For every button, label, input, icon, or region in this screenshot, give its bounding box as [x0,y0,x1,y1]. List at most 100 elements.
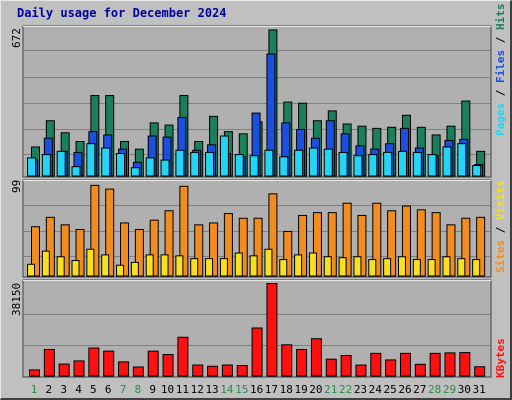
day-label: 7 [120,383,127,396]
bar-pages [472,165,482,177]
bar-visits [383,258,392,277]
bar-visits [86,248,95,277]
day-label: 15 [235,383,248,396]
legend-label-top: Pages / Files / Hits [494,4,507,137]
day-label: 8 [135,383,142,396]
day-label: 27 [413,383,426,396]
bar-sites [60,224,70,277]
bar-sites [401,205,411,277]
bar-pages [338,151,348,177]
day-label: 14 [220,383,234,396]
day-label: 19 [294,383,307,396]
bar-sites [90,184,100,277]
day-label: 18 [280,383,293,396]
bar-kbytes [177,336,189,377]
bar-visits [279,259,288,277]
bar-kbytes [251,327,263,377]
bar-sites [179,185,189,277]
bar-visits [264,248,273,277]
legend-part: Hits [494,3,507,31]
bar-sites [431,212,441,277]
bar-pages [264,149,274,177]
bar-visits [368,259,377,277]
legend-label-middle: Sites / Visits [494,180,507,273]
bar-visits [294,254,303,277]
bar-pages [442,146,452,177]
bar-visits [457,258,466,277]
bar-kbytes [281,344,293,377]
bar-visits [353,256,362,277]
bar-kbytes [399,352,411,377]
bar-visits [101,254,110,277]
bar-pages [412,151,422,177]
day-label: 20 [309,383,322,396]
y-axis-max-label: 38150 [10,282,23,316]
bar-kbytes [414,363,426,377]
legend-part: Sites [494,239,507,273]
bar-pages [27,157,36,177]
bar-visits [219,258,228,277]
bar-pages [219,135,229,177]
bar-visits [175,255,184,277]
bar-visits [249,255,258,277]
bar-visits [27,263,35,277]
bar-sites [476,216,486,277]
bar-sites [105,188,115,277]
bar-pages [41,154,51,177]
day-label: 12 [191,383,204,396]
page-title: Daily usage for December 2024 [17,6,227,20]
bar-sites [461,217,471,277]
bar-visits [308,252,317,277]
bar-sites [372,202,382,277]
bar-pages [145,157,155,177]
bar-sites [283,230,293,277]
day-label: 23 [354,383,367,396]
day-label: 9 [149,383,156,396]
bar-sites [120,222,130,277]
bar-visits [234,252,243,277]
bar-kbytes [29,369,40,377]
bar-visits [160,254,169,277]
day-label: 11 [176,383,189,396]
bar-visits [412,259,421,277]
bar-sites [194,224,204,277]
bar-kbytes [385,359,397,377]
bar-kbytes [58,363,70,377]
bar-visits [397,256,406,277]
y-axis-max-label: 672 [10,28,23,48]
bar-sites [446,224,456,277]
bar-sites [45,216,55,277]
bar-visits [130,261,139,277]
bar-kbytes [340,355,352,377]
bar-visits [56,256,65,277]
day-label: 5 [90,383,97,396]
bar-visits [41,250,50,277]
day-label: 16 [250,383,263,396]
bar-sites [238,217,248,277]
bar-pages [383,151,393,177]
bar-pages [457,143,467,177]
bar-kbytes [459,352,471,377]
bar-pages [368,154,378,177]
bar-sites [342,202,352,277]
bar-visits [190,258,199,277]
day-label: 10 [161,383,174,396]
bar-pages [71,166,81,177]
bar-pages [308,147,318,177]
legend-part: / [494,83,507,103]
bar-kbytes [236,365,248,377]
bar-kbytes [355,364,367,377]
day-label: 22 [339,383,352,396]
bar-kbytes [43,348,55,377]
bar-kbytes [429,352,441,377]
y-axis-max-label: 99 [10,179,23,193]
legend-part: Files [494,49,507,83]
bar-pages [279,156,289,177]
legend-part: / [494,30,507,50]
day-label: 31 [473,383,486,396]
bar-pages [397,150,407,177]
legend-part: Visits [494,180,507,220]
bar-kbytes [221,364,233,377]
bar-sites [312,212,322,277]
bar-kbytes [310,338,322,377]
